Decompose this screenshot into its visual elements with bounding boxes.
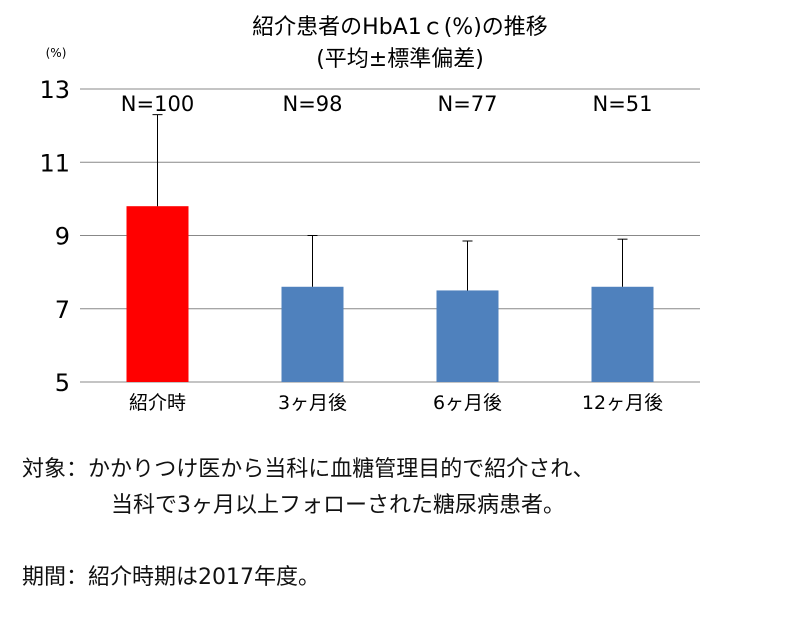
x-tick-1: 紹介時: [129, 392, 186, 414]
n-label-2: N=98: [282, 92, 342, 116]
y-axis-ticks: 5 7 9 11 13: [39, 76, 70, 397]
x-tick-3: 6ヶ月後: [433, 392, 502, 414]
y-tick-11: 11: [39, 149, 70, 177]
bars: [126, 206, 654, 382]
chart-subtitle: (平均±標準偏差): [316, 47, 484, 72]
note-target-line1: 対象：かかりつけ医から当科に血糖管理目的で紹介され、: [22, 457, 595, 482]
note-target-line2: 当科で3ヶ月以上フォローされた糖尿病患者。: [111, 493, 565, 518]
y-tick-13: 13: [39, 76, 70, 104]
n-label-3: N=77: [437, 92, 497, 116]
chart-title: 紹介患者のHbA1ｃ(%)の推移: [252, 15, 548, 40]
error-bars: [152, 114, 628, 291]
x-tick-2: 3ヶ月後: [278, 392, 347, 414]
y-tick-5: 5: [55, 369, 70, 397]
bar-2: [281, 286, 344, 382]
notes: 対象：かかりつけ医から当科に血糖管理目的で紹介され、 当科で3ヶ月以上フォローさ…: [22, 452, 782, 596]
x-axis-ticks: 紹介時 3ヶ月後 6ヶ月後 12ヶ月後: [129, 392, 663, 414]
x-tick-4: 12ヶ月後: [582, 392, 663, 414]
bar-4: [591, 286, 654, 382]
y-unit-label: (%): [46, 46, 67, 60]
hba1c-bar-chart: 紹介患者のHbA1ｃ(%)の推移 (平均±標準偏差) (%) 5 7 9 11 13 N…: [39, 15, 700, 414]
bar-3: [436, 290, 499, 382]
n-label-4: N=51: [592, 92, 652, 116]
note-period: 期間：紹介時期は2017年度。: [22, 565, 320, 590]
n-label-1: N=100: [121, 92, 194, 116]
n-labels: N=100 N=98 N=77 N=51: [121, 92, 653, 116]
bar-1: [126, 206, 189, 382]
y-tick-9: 9: [55, 223, 70, 251]
y-tick-7: 7: [55, 296, 70, 324]
